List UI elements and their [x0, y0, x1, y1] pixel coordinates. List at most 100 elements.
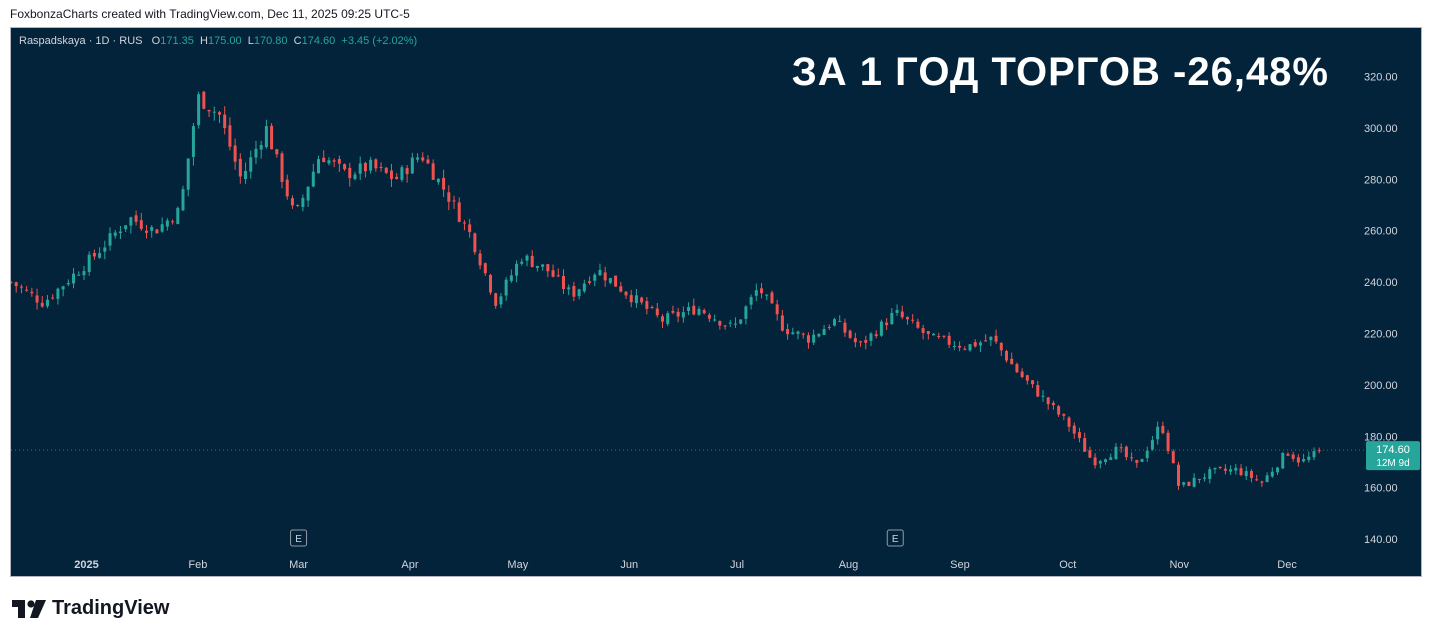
candle-body [1072, 425, 1076, 434]
earnings-event-label: E [295, 534, 302, 545]
x-tick-label: 2025 [74, 559, 98, 571]
candle-body [905, 317, 909, 320]
candle-body [676, 311, 680, 317]
candle-body [1119, 447, 1123, 449]
chart-panel[interactable]: 140.00 160.00 180.00 200.00 220.00 240.00 260.… [10, 27, 1422, 577]
candle-body [1025, 375, 1029, 381]
candle-body [780, 315, 784, 331]
candle-body [624, 291, 628, 296]
tradingview-brand[interactable]: TradingView [12, 597, 169, 620]
candle-body [468, 224, 472, 233]
y-tick-label: 240.00 [1364, 277, 1398, 289]
candle-body [374, 159, 378, 169]
candle-body [447, 192, 451, 202]
candle-body [739, 319, 743, 324]
candle-body [1249, 470, 1253, 479]
x-tick-label: Mar [289, 559, 308, 571]
candle-body [561, 275, 565, 289]
candle-body [197, 94, 201, 126]
candle-body [275, 149, 279, 155]
candle-body [791, 332, 795, 335]
candle-body [1281, 452, 1285, 469]
candle-body [405, 168, 409, 175]
candle-body [1234, 467, 1238, 471]
candle-body [191, 126, 195, 157]
candle-body [176, 207, 180, 225]
candle-body [1317, 450, 1321, 452]
symbol-label[interactable]: Raspadskaya · 1D · RUS [19, 35, 143, 47]
candle-body [1130, 457, 1134, 459]
candle-body [978, 342, 982, 346]
candle-body [952, 346, 956, 348]
candle-body [801, 333, 805, 335]
candle-body [702, 310, 706, 314]
candle-body [859, 341, 863, 343]
candle-body [1286, 453, 1290, 456]
candle-body [1192, 477, 1196, 487]
candle-body [348, 167, 352, 179]
candle-body [1260, 481, 1264, 483]
candle-body [1171, 451, 1175, 464]
candle-body [874, 334, 878, 337]
candle-body [879, 321, 883, 336]
candle-body [343, 164, 347, 170]
candle-body [775, 304, 779, 315]
candle-body [259, 145, 263, 150]
candle-body [525, 255, 529, 261]
candle-body [431, 163, 435, 180]
candle-body [1161, 425, 1165, 434]
candle-body [958, 345, 962, 348]
candle-body [713, 319, 717, 321]
candle-body [311, 171, 315, 187]
candle-body [926, 331, 930, 334]
x-tick-label: Feb [188, 559, 207, 571]
low-label: L [247, 35, 254, 47]
candle-body [1010, 358, 1014, 365]
candle-body [228, 125, 232, 147]
y-tick-label: 300.00 [1364, 123, 1398, 135]
candle-body [1156, 426, 1160, 440]
candle-body [661, 316, 665, 322]
candle-body [306, 186, 310, 201]
candle-body [473, 233, 477, 253]
candle-body [1187, 481, 1191, 486]
y-tick-label: 140.00 [1364, 534, 1398, 546]
candle-body [1041, 395, 1045, 397]
candle-body [103, 247, 107, 252]
candle-body [833, 319, 837, 326]
candle-body [504, 279, 508, 296]
candle-body [384, 167, 388, 173]
y-tick-label: 280.00 [1364, 174, 1398, 186]
candle-body [489, 274, 493, 293]
candle-body [546, 264, 550, 272]
x-tick-label: Oct [1059, 559, 1076, 571]
candle-body [786, 329, 790, 335]
candle-body [999, 342, 1003, 351]
candle-body [916, 321, 920, 328]
candle-body [145, 230, 149, 233]
candle-body [1203, 477, 1207, 479]
candle-body [363, 162, 367, 172]
candle-body [426, 159, 430, 164]
candle-body [1005, 350, 1009, 361]
candle-body [254, 148, 258, 158]
candle-body [572, 285, 576, 297]
candle-body [462, 222, 466, 224]
candle-body [645, 301, 649, 309]
candle-body [171, 221, 175, 223]
candle-body [749, 297, 753, 305]
candle-body [551, 270, 555, 277]
candle-body [45, 299, 49, 307]
candle-body [827, 326, 831, 328]
candle-body [155, 229, 159, 234]
candle-body [1057, 406, 1061, 415]
candle-body [186, 158, 190, 190]
candle-body [72, 273, 76, 284]
candle-body [806, 335, 810, 343]
candle-body [853, 338, 857, 343]
candlestick-chart[interactable]: 140.00 160.00 180.00 200.00 220.00 240.00 260.… [11, 28, 1421, 576]
candle-body [1270, 471, 1274, 477]
candle-body [1093, 457, 1097, 466]
candle-body [947, 335, 951, 345]
candle-body [233, 145, 237, 162]
